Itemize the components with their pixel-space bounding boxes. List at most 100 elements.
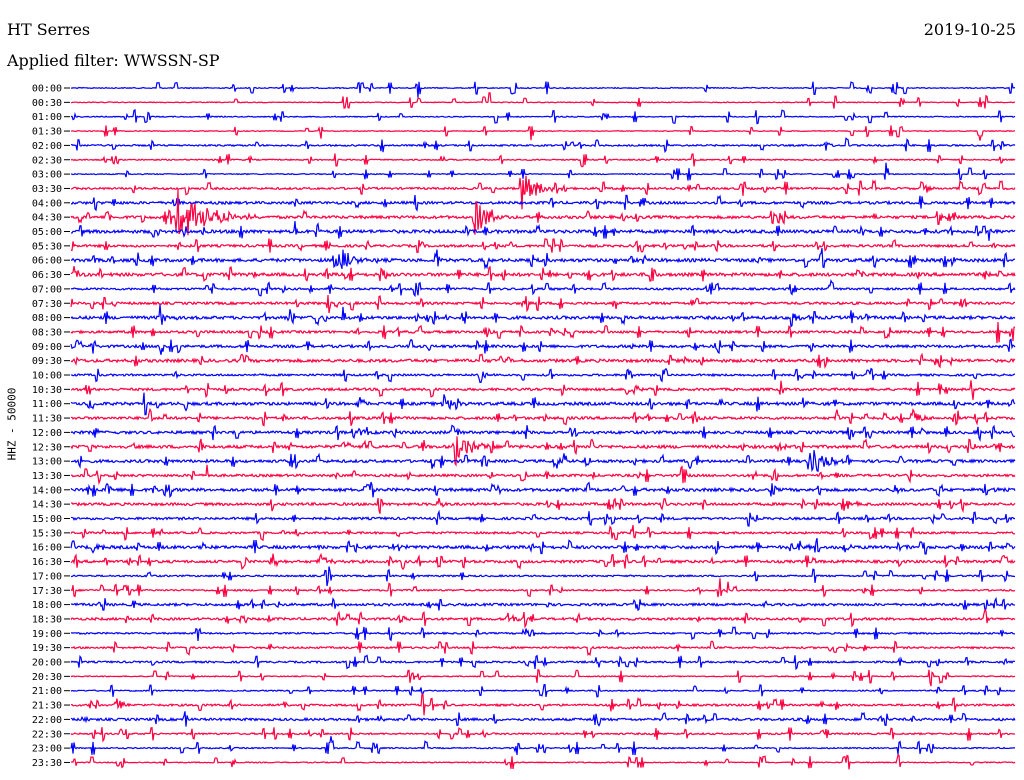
row-label: 05:30 xyxy=(32,241,62,252)
row-label: 08:30 xyxy=(32,327,62,338)
row-label: 03:30 xyxy=(32,184,62,195)
trace-line xyxy=(70,424,1016,442)
trace-line xyxy=(70,578,1016,598)
trace-line xyxy=(70,153,1016,168)
trace-line xyxy=(70,162,1016,181)
row-label: 22:00 xyxy=(32,715,62,726)
trace-line xyxy=(70,407,1016,427)
row-label: 21:00 xyxy=(32,686,62,697)
trace-line xyxy=(70,265,1016,282)
trace-line xyxy=(70,238,1016,254)
row-label: 02:00 xyxy=(32,141,62,152)
trace-line xyxy=(70,367,1016,384)
station-name: HT Serres xyxy=(7,20,91,39)
trace-line xyxy=(70,338,1016,355)
trace-line xyxy=(70,304,1016,328)
trace-line xyxy=(70,711,1016,727)
row-label: 11:30 xyxy=(32,414,62,425)
trace-line xyxy=(70,248,1016,270)
filter-label: Applied filter: WWSSN-SP xyxy=(7,51,220,70)
row-label: 19:30 xyxy=(32,643,62,654)
row-label: 16:30 xyxy=(32,557,62,568)
trace-line xyxy=(70,175,1016,210)
row-label: 07:00 xyxy=(32,284,62,295)
row-label: 04:00 xyxy=(32,198,62,209)
row-label: 15:00 xyxy=(32,514,62,525)
trace-line xyxy=(70,352,1016,370)
trace-line xyxy=(70,295,1016,314)
trace-line xyxy=(70,683,1016,698)
trace-line xyxy=(70,538,1016,556)
trace-line xyxy=(70,464,1016,486)
trace-line xyxy=(70,436,1016,467)
trace-line xyxy=(70,736,1016,756)
trace-line xyxy=(70,481,1016,499)
row-label: 20:30 xyxy=(32,672,62,683)
trace-line xyxy=(70,321,1016,344)
trace-line xyxy=(70,608,1016,629)
trace-line xyxy=(70,497,1016,514)
trace-line xyxy=(70,189,1016,236)
row-label: 00:00 xyxy=(32,84,62,95)
row-label: 10:00 xyxy=(32,371,62,382)
trace-line xyxy=(70,278,1016,298)
row-label: 12:30 xyxy=(32,442,62,453)
row-label: 22:30 xyxy=(32,729,62,740)
row-label: 04:30 xyxy=(32,213,62,224)
recording-date: 2019-10-25 xyxy=(923,20,1016,39)
trace-line xyxy=(70,108,1016,125)
trace-line xyxy=(70,125,1016,141)
row-label: 18:30 xyxy=(32,614,62,625)
row-label: 21:30 xyxy=(32,701,62,712)
row-label: 00:30 xyxy=(32,98,62,109)
row-label: 12:00 xyxy=(32,428,62,439)
row-label: 13:00 xyxy=(32,457,62,468)
row-label: 11:00 xyxy=(32,399,62,410)
row-label: 10:30 xyxy=(32,385,62,396)
row-label: 14:00 xyxy=(32,485,62,496)
trace-line xyxy=(70,392,1016,416)
trace-line xyxy=(70,668,1016,687)
row-label: 09:00 xyxy=(32,342,62,353)
row-label: 23:30 xyxy=(32,758,62,769)
row-label: 01:00 xyxy=(32,112,62,123)
row-label: 02:30 xyxy=(32,155,62,166)
row-label: 16:00 xyxy=(32,543,62,554)
row-label: 06:30 xyxy=(32,270,62,281)
row-label: 06:00 xyxy=(32,256,62,267)
trace-line xyxy=(70,640,1016,657)
trace-line xyxy=(70,450,1016,473)
trace-line xyxy=(70,137,1016,154)
trace-line xyxy=(70,81,1016,98)
trace-line xyxy=(70,380,1016,400)
row-label: 23:00 xyxy=(32,744,62,755)
row-label: 14:30 xyxy=(32,500,62,511)
row-label: 08:00 xyxy=(32,313,62,324)
row-labels: 00:00 00:30 01:00 01:30 02:00 02:30 03:00 03:30… xyxy=(32,84,70,769)
row-label: 17:00 xyxy=(32,571,62,582)
row-label: 07:30 xyxy=(32,299,62,310)
row-label: 05:00 xyxy=(32,227,62,238)
row-label: 17:30 xyxy=(32,586,62,597)
trace-line xyxy=(70,92,1016,109)
row-label: 20:00 xyxy=(32,658,62,669)
trace-line xyxy=(70,524,1016,542)
trace-line xyxy=(70,754,1016,770)
row-label: 13:30 xyxy=(32,471,62,482)
row-label: 09:30 xyxy=(32,356,62,367)
row-label: 15:30 xyxy=(32,528,62,539)
trace-line xyxy=(70,692,1016,716)
trace-line xyxy=(70,194,1016,212)
trace-line xyxy=(70,509,1016,527)
row-label: 19:00 xyxy=(32,629,62,640)
trace-line xyxy=(70,221,1016,241)
trace-line xyxy=(70,566,1016,587)
row-label: 18:00 xyxy=(32,600,62,611)
row-label: 01:30 xyxy=(32,127,62,138)
trace-line xyxy=(70,654,1016,671)
trace-line xyxy=(70,626,1016,642)
traces xyxy=(70,81,1016,770)
trace-line xyxy=(70,552,1016,571)
trace-line xyxy=(70,596,1016,612)
